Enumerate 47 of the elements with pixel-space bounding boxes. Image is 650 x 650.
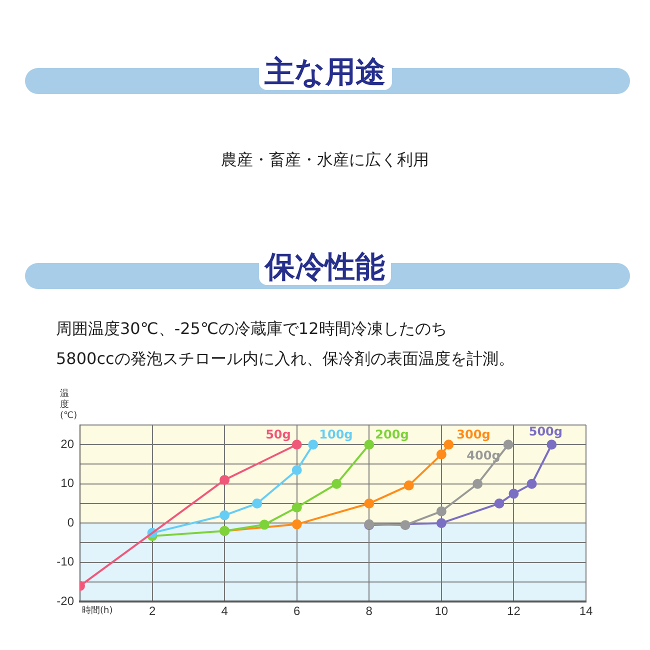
- point: [400, 520, 410, 530]
- chart-subtitle: 周囲温度30℃、-25℃の冷蔵庫で12時間冷凍したのち 5800ccの発泡スチロール内に入れ、保冷剤の表面温度を計測。: [56, 318, 514, 370]
- point: [494, 498, 504, 508]
- point: [364, 498, 374, 508]
- text: 農産・畜産・水産に広く利用: [220, 150, 430, 171]
- point: [503, 440, 514, 450]
- series-label: 300g: [456, 428, 490, 442]
- point: [436, 518, 446, 528]
- point: [364, 440, 374, 450]
- point: [292, 502, 302, 512]
- point: [436, 449, 446, 460]
- point: [292, 440, 302, 450]
- y-tick-label: -10: [56, 554, 74, 569]
- x-tick-label: 12: [507, 604, 521, 618]
- point: [332, 478, 342, 489]
- y-axis-title: 温度(℃): [60, 389, 78, 422]
- x-tick-label: 6: [294, 604, 301, 618]
- series-label: 50g: [266, 428, 291, 442]
- y-tick-label: 10: [60, 476, 74, 490]
- point: [252, 498, 262, 508]
- x-tick-label: 10: [434, 604, 448, 618]
- point: [546, 440, 557, 450]
- x-tick-label: 8: [366, 604, 373, 618]
- point: [472, 478, 483, 489]
- point: [436, 506, 446, 516]
- series-label: 100g: [319, 428, 353, 442]
- point: [259, 520, 270, 530]
- point: [508, 488, 519, 499]
- y-tick-label: 0: [67, 515, 74, 530]
- x-axis-title: 時間(h): [82, 604, 113, 617]
- point: [308, 440, 318, 450]
- chart-title: 保冷性能: [259, 250, 391, 285]
- point: [292, 519, 302, 530]
- point: [220, 474, 230, 485]
- series-label: 500g: [528, 424, 562, 439]
- point: [444, 440, 454, 450]
- y-tick-label: -20: [56, 594, 74, 608]
- point: [292, 465, 302, 476]
- text: 主な用途: [258, 55, 392, 90]
- point: [404, 480, 414, 490]
- x-tick-label: 4: [221, 604, 228, 618]
- point: [220, 510, 230, 520]
- series-label: 200g: [375, 428, 409, 442]
- point: [526, 478, 537, 489]
- x-tick-label: 14: [579, 604, 593, 618]
- y-tick-label: 20: [60, 436, 74, 451]
- x-tick-label: 2: [148, 604, 156, 618]
